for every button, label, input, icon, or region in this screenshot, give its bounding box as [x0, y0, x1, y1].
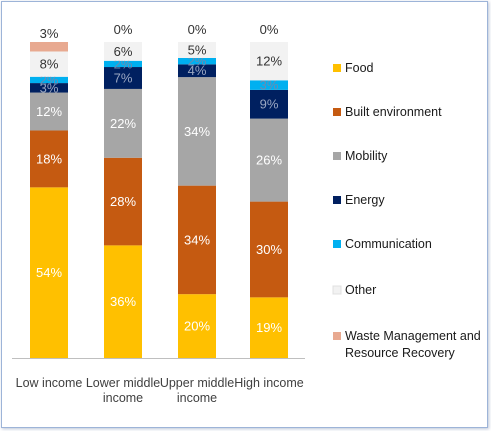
- data-label-other-high-income: 12%: [256, 54, 282, 69]
- legend-label-other: Other: [345, 283, 376, 297]
- bar-built-environment-high-income: [250, 201, 288, 298]
- bar-other-high-income: [250, 42, 288, 81]
- bar-energy-upper-middle-income: [178, 64, 216, 78]
- bar-food-upper-middle-income: [178, 294, 216, 358]
- bar-energy-lower-middle-income: [104, 67, 142, 89]
- data-label-energy-high-income: 9%: [260, 97, 279, 112]
- data-label-mobility-high-income: 26%: [256, 153, 282, 168]
- bar-mobility-high-income: [250, 118, 288, 202]
- legend-swatch-waste-management-and-resource-recovery: [333, 332, 341, 340]
- bar-energy-high-income: [250, 89, 288, 119]
- bar-communication-upper-middle-income: [178, 57, 216, 65]
- data-label-energy-upper-middle-income: 4%: [188, 63, 207, 78]
- legend: Food Built environment Mobility Energy Commu…: [332, 61, 481, 360]
- bar-other-lower-middle-income: [104, 42, 142, 61]
- bar-built-environment-low-income: [30, 130, 68, 188]
- bar-waste-management-and-resource-recovery-low-income: [30, 42, 68, 52]
- bar-stack-high-income: 19% 30% 26% 9% 3% 12% 0%: [250, 22, 288, 358]
- legend-label-communication: Communication: [345, 237, 432, 251]
- legend-swatch-food: [333, 64, 341, 72]
- bar-stack-low-income: 54%18%12%3%2%8%3%: [30, 26, 68, 358]
- data-label-energy-low-income: 3%: [40, 80, 59, 95]
- data-label-food-lower-middle-income: 36%: [110, 294, 136, 309]
- data-label-waste-management-and-resource-recovery-low-income: 3%: [40, 26, 59, 41]
- data-label-food-upper-middle-income: 20%: [184, 319, 210, 334]
- bar-mobility-upper-middle-income: [178, 77, 216, 186]
- legend-swatch-mobility: [333, 152, 341, 160]
- data-label-mobility-low-income: 12%: [36, 104, 62, 119]
- data-label-other-low-income: 8%: [40, 57, 59, 72]
- legend-label-mobility: Mobility: [345, 149, 388, 163]
- bar-other-upper-middle-income: [178, 42, 216, 58]
- bar-built-environment-lower-middle-income: [104, 157, 142, 246]
- legend-label-energy: Energy: [345, 193, 385, 207]
- bar-communication-low-income: [30, 76, 68, 84]
- data-label-food-high-income: 19%: [256, 320, 282, 335]
- bar-stack-lower-middle-income: 36%28%22%7%2%6%0%: [104, 22, 142, 358]
- data-label-other-lower-middle-income: 6%: [114, 44, 133, 59]
- bar-communication-high-income: [250, 80, 288, 90]
- bar-mobility-low-income: [30, 92, 68, 131]
- data-label-mobility-lower-middle-income: 22%: [110, 116, 136, 131]
- bar-energy-low-income: [30, 83, 68, 93]
- category-label-high-income: High income: [234, 376, 304, 390]
- category-label-low-income: Low income: [16, 376, 83, 390]
- data-label-waste-management-and-resource-recovery-lower-middle-income: 0%: [114, 22, 133, 37]
- data-label-built-environment-lower-middle-income: 28%: [110, 194, 136, 209]
- data-label-built-environment-upper-middle-income: 34%: [184, 232, 210, 247]
- data-label-built-environment-low-income: 18%: [36, 151, 62, 166]
- bar-stack-upper-middle-income: 20%34%34%4%2%5%0%: [178, 22, 216, 358]
- data-label-mobility-upper-middle-income: 34%: [184, 124, 210, 139]
- bar-food-lower-middle-income: [104, 245, 142, 358]
- legend-label-built-environment: Built environment: [345, 105, 442, 119]
- data-label-energy-lower-middle-income: 7%: [114, 70, 133, 85]
- bar-food-high-income: [250, 297, 288, 358]
- legend-swatch-other: [332, 285, 342, 295]
- data-label-communication-high-income: 3%: [260, 78, 279, 93]
- legend-label-food: Food: [345, 61, 374, 75]
- legend-swatch-built-environment: [333, 108, 341, 116]
- legend-swatch-communication: [333, 240, 341, 248]
- category-label-lower-middle-income: Lower middle income: [86, 376, 160, 405]
- bar-communication-lower-middle-income: [104, 60, 142, 68]
- legend-swatch-energy: [333, 196, 341, 204]
- data-label-waste-management-and-resource-recovery-high-income: 0%: [260, 22, 279, 37]
- category-label-upper-middle-income: Upper middle income: [160, 376, 234, 405]
- data-label-other-upper-middle-income: 5%: [188, 42, 207, 57]
- data-label-waste-management-and-resource-recovery-upper-middle-income: 0%: [188, 22, 207, 37]
- bar-built-environment-upper-middle-income: [178, 185, 216, 295]
- data-label-food-low-income: 54%: [36, 265, 62, 280]
- bar-mobility-lower-middle-income: [104, 88, 142, 158]
- legend-label-waste-management-and-resource-recovery: Waste Management and Resource Recovery: [345, 329, 481, 360]
- bar-other-low-income: [30, 51, 68, 77]
- bar-food-low-income: [30, 187, 68, 358]
- data-label-built-environment-high-income: 30%: [256, 242, 282, 257]
